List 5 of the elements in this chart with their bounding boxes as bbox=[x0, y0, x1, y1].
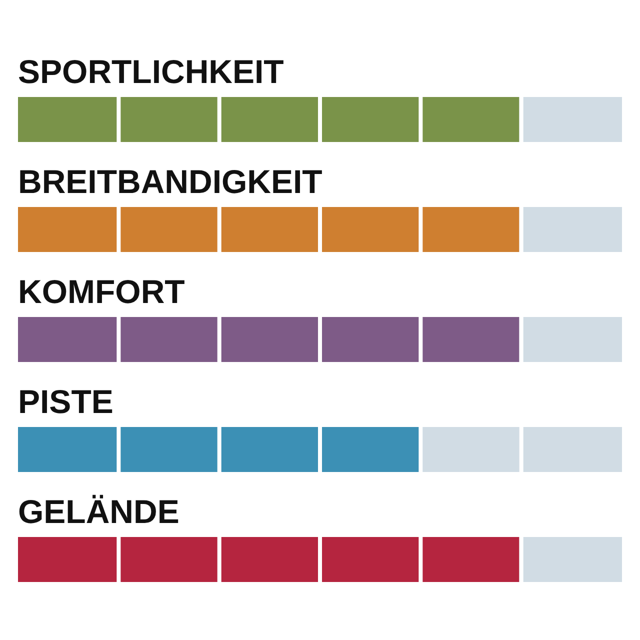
y-tick-label: KOMFORT bbox=[18, 273, 185, 310]
y-tick-label: PISTE bbox=[18, 383, 114, 420]
y-tick-label: BREITBANDIGKEIT bbox=[18, 163, 322, 200]
y-tick-label: GELÄNDE bbox=[18, 493, 180, 530]
y-tick-label: SPORTLICHKEIT bbox=[18, 53, 284, 90]
